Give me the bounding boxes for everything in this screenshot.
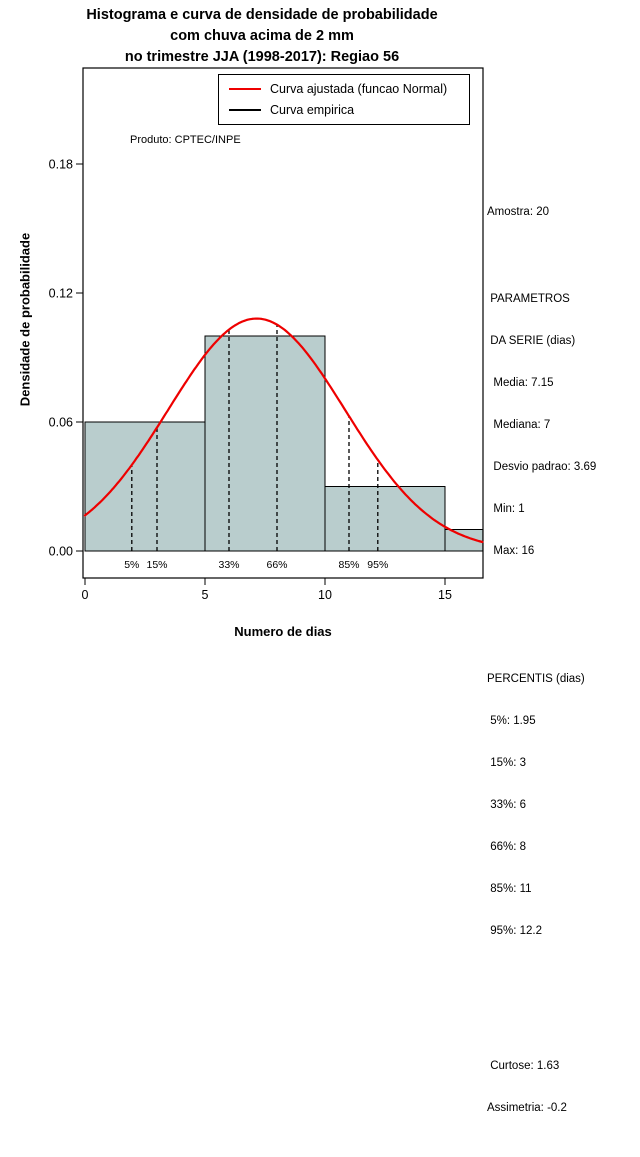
x-tick-label: 5 (202, 588, 209, 602)
percentile-label: 66% (266, 559, 287, 571)
histogram-bar (324, 486, 446, 552)
stat-line: Max: 16 (487, 545, 535, 557)
y-tick-label: 0.00 (49, 545, 73, 559)
stat-line: 95%: 12.2 (487, 925, 542, 937)
stat-line: PERCENTIS (dias) (487, 673, 585, 685)
title-line-2: com chuva acima de 2 mm (170, 28, 354, 44)
moments-block: Curtose: 1.63 Assimetria: -0.2 (487, 1031, 596, 1143)
stat-line: 85%: 11 (487, 883, 532, 895)
empirical-curve-line-icon (229, 109, 261, 111)
percentile-label: 15% (146, 559, 167, 571)
percentile-label: 85% (338, 559, 359, 571)
chart-title: Histograma e curva de densidade de proba… (0, 5, 524, 68)
x-axis-label: Numero de dias (234, 624, 332, 639)
legend-item-empirical: Curva empirica (229, 101, 459, 119)
product-label: Produto: CPTEC/INPE (130, 134, 241, 146)
stat-line: Media: 7.15 (487, 377, 554, 389)
x-tick-label: 15 (438, 588, 452, 602)
x-tick-label: 0 (82, 588, 89, 602)
stat-line: DA SERIE (dias) (487, 335, 576, 347)
y-tick-label: 0.18 (49, 158, 73, 172)
legend-item-fitted: Curva ajustada (funcao Normal) (229, 80, 459, 98)
y-tick-label: 0.06 (49, 416, 73, 430)
stat-line: Min: 1 (487, 503, 525, 515)
stat-line: 5%: 1.95 (487, 715, 536, 727)
y-axis-label: Densidade de probabilidade (17, 232, 33, 407)
plot-area: 0 5 10 15 0.00 0.06 0.12 0.18 5% 15% 33% 66% 85% 95% (49, 67, 484, 602)
stat-line: Mediana: 7 (487, 419, 551, 431)
percentiles-block: PERCENTIS (dias) 5%: 1.95 15%: 3 33%: 6 … (487, 644, 596, 966)
stat-line: 33%: 6 (487, 799, 526, 811)
stat-line: Assimetria: -0.2 (487, 1102, 567, 1114)
title-line-3: no trimestre JJA (1998-2017): Regiao 56 (124, 49, 400, 65)
percentile-label: 95% (367, 559, 388, 571)
stat-line: 15%: 3 (487, 757, 526, 769)
percentile-label: 33% (218, 559, 239, 571)
y-tick-label: 0.12 (49, 287, 73, 301)
stat-line: Desvio padrao: 3.69 (487, 461, 597, 473)
x-tick-label: 10 (318, 588, 332, 602)
legend-label-fitted: Curva ajustada (funcao Normal) (270, 82, 448, 96)
fitted-curve-line-icon (229, 88, 261, 90)
legend: Curva ajustada (funcao Normal) Curva emp… (218, 74, 470, 125)
stat-line: 66%: 8 (487, 841, 526, 853)
stat-line: Curtose: 1.63 (487, 1060, 560, 1072)
sample-size-text: Amostra: 20 (487, 206, 549, 218)
plot-box (82, 67, 484, 579)
stat-line: PARAMETROS (487, 293, 570, 305)
histogram-bar (204, 335, 326, 552)
fitted-density-curve (83, 317, 484, 544)
legend-label-empirical: Curva empirica (270, 103, 355, 117)
stats-panel: Amostra: 20 PARAMETROS DA SERIE (dias) M… (487, 177, 596, 1157)
percentile-label: 5% (124, 559, 139, 571)
histogram-bar (84, 421, 206, 552)
title-line-1: Histograma e curva de densidade de proba… (86, 7, 438, 23)
series-params-block: PARAMETROS DA SERIE (dias) Media: 7.15 M… (487, 264, 596, 586)
